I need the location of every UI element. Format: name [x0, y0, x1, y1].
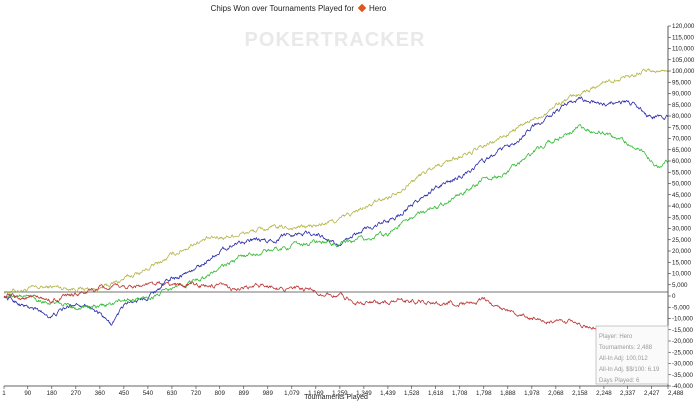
series-layer: [3, 68, 669, 344]
x-tick-label: 360: [95, 390, 106, 397]
y-tick-label: -40,000: [672, 383, 694, 390]
x-tick-label: 90: [24, 390, 31, 397]
pokertracker-watermark: POKERTRACKER: [245, 29, 426, 51]
legend-line-1: Player: Hero: [599, 334, 633, 340]
x-tick-label: 1,169: [308, 390, 324, 397]
legend-line-5: Days Played: 6: [599, 378, 640, 384]
chart-title: Chips Won over Tournaments Played for He…: [211, 3, 387, 13]
x-tick-label: 1,618: [428, 390, 444, 397]
legend-line-3: All-In Adj: 100,012: [599, 356, 648, 362]
x-tick-label: 180: [47, 390, 58, 397]
x-tick-label: 2,158: [572, 390, 588, 397]
x-tick-label: 1,978: [524, 390, 540, 397]
x-tick-label: 270: [71, 390, 82, 397]
series-line-a: [3, 68, 669, 294]
x-axis-label: Tournaments Played: [304, 394, 368, 401]
y-tick-label: -30,000: [672, 361, 694, 368]
y-tick-label: 50,000: [672, 181, 691, 188]
x-tick-label: 1,259: [332, 390, 348, 397]
y-tick-label: 15,000: [672, 259, 691, 266]
y-axis-ticks: -40,000 -35,000 -30,000 -25,000 -20,000 -15,0…: [668, 23, 695, 390]
y-tick-label: 45,000: [672, 192, 691, 199]
legend-line-2: Tournaments: 2,488: [599, 345, 653, 351]
x-tick-label: 2,068: [548, 390, 564, 397]
y-tick-label: -15,000: [672, 327, 694, 334]
y-tick-label: 80,000: [672, 113, 691, 120]
y-tick-label: 85,000: [672, 102, 691, 109]
x-tick-label: 1,349: [356, 390, 372, 397]
x-tick-label: 989: [263, 390, 274, 397]
chart-title-player: Hero: [369, 4, 387, 13]
y-tick-label: 25,000: [672, 237, 691, 244]
legend-line-4: All-In Adj. $$/100: 6.19: [599, 367, 660, 373]
y-tick-label: 5,000: [672, 282, 688, 289]
y-tick-label: -5,000: [672, 304, 690, 311]
y-tick-label: 110,000: [672, 46, 694, 53]
series-line-b: [3, 96, 669, 326]
legend-box: Player: Hero Tournaments: 2,488 All-In A…: [595, 325, 669, 385]
y-tick-label: 120,000: [672, 23, 695, 30]
y-tick-label: 65,000: [672, 147, 691, 154]
y-tick-label: 40,000: [672, 203, 691, 210]
y-tick-label: 95,000: [672, 79, 691, 86]
y-tick-label: 0: [672, 293, 676, 300]
x-tick-label: 2,248: [596, 390, 612, 397]
y-tick-label: -25,000: [672, 349, 694, 356]
x-tick-label: 720: [191, 390, 202, 397]
y-tick-label: 100,000: [672, 68, 695, 75]
y-tick-label: 70,000: [672, 136, 691, 143]
y-tick-label: 90,000: [672, 91, 691, 98]
x-tick-label: 2,337: [620, 390, 636, 397]
x-tick-label: 899: [239, 390, 250, 397]
y-tick-label: 60,000: [672, 158, 691, 165]
x-tick-label: 1,079: [284, 390, 300, 397]
y-tick-label: -10,000: [672, 316, 694, 323]
y-tick-label: 35,000: [672, 214, 691, 221]
x-tick-label: 630: [167, 390, 178, 397]
y-tick-label: -20,000: [672, 338, 694, 345]
x-axis-ticks: 1 90 180 270 360 450 540 630 720 809 899 989 1,079 1,…: [2, 386, 684, 397]
series-line-d: [3, 281, 669, 344]
x-tick-label: 450: [119, 390, 130, 397]
series-line-c: [3, 124, 669, 311]
x-tick-label: 1,798: [476, 390, 492, 397]
player-marker-icon: [357, 3, 367, 13]
y-tick-label: 55,000: [672, 169, 691, 176]
x-tick-label: 1,439: [380, 390, 396, 397]
y-tick-label: -35,000: [672, 372, 694, 379]
y-tick-label: 75,000: [672, 124, 691, 131]
x-tick-label: 2,427: [644, 390, 660, 397]
y-tick-label: 105,000: [672, 57, 695, 64]
x-tick-label: 809: [215, 390, 226, 397]
x-tick-label: 540: [143, 390, 154, 397]
y-tick-label: 20,000: [672, 248, 691, 255]
chart-title-text: Chips Won over Tournaments Played for: [211, 4, 355, 13]
x-tick-label: 1,888: [500, 390, 516, 397]
y-tick-label: 115,000: [672, 34, 694, 41]
x-tick-label: 1: [2, 390, 6, 397]
y-tick-label: 30,000: [672, 226, 691, 233]
y-tick-label: 10,000: [672, 271, 691, 278]
x-tick-label: 1,708: [452, 390, 468, 397]
x-tick-label: 2,488: [668, 390, 684, 397]
x-tick-label: 1,528: [404, 390, 420, 397]
